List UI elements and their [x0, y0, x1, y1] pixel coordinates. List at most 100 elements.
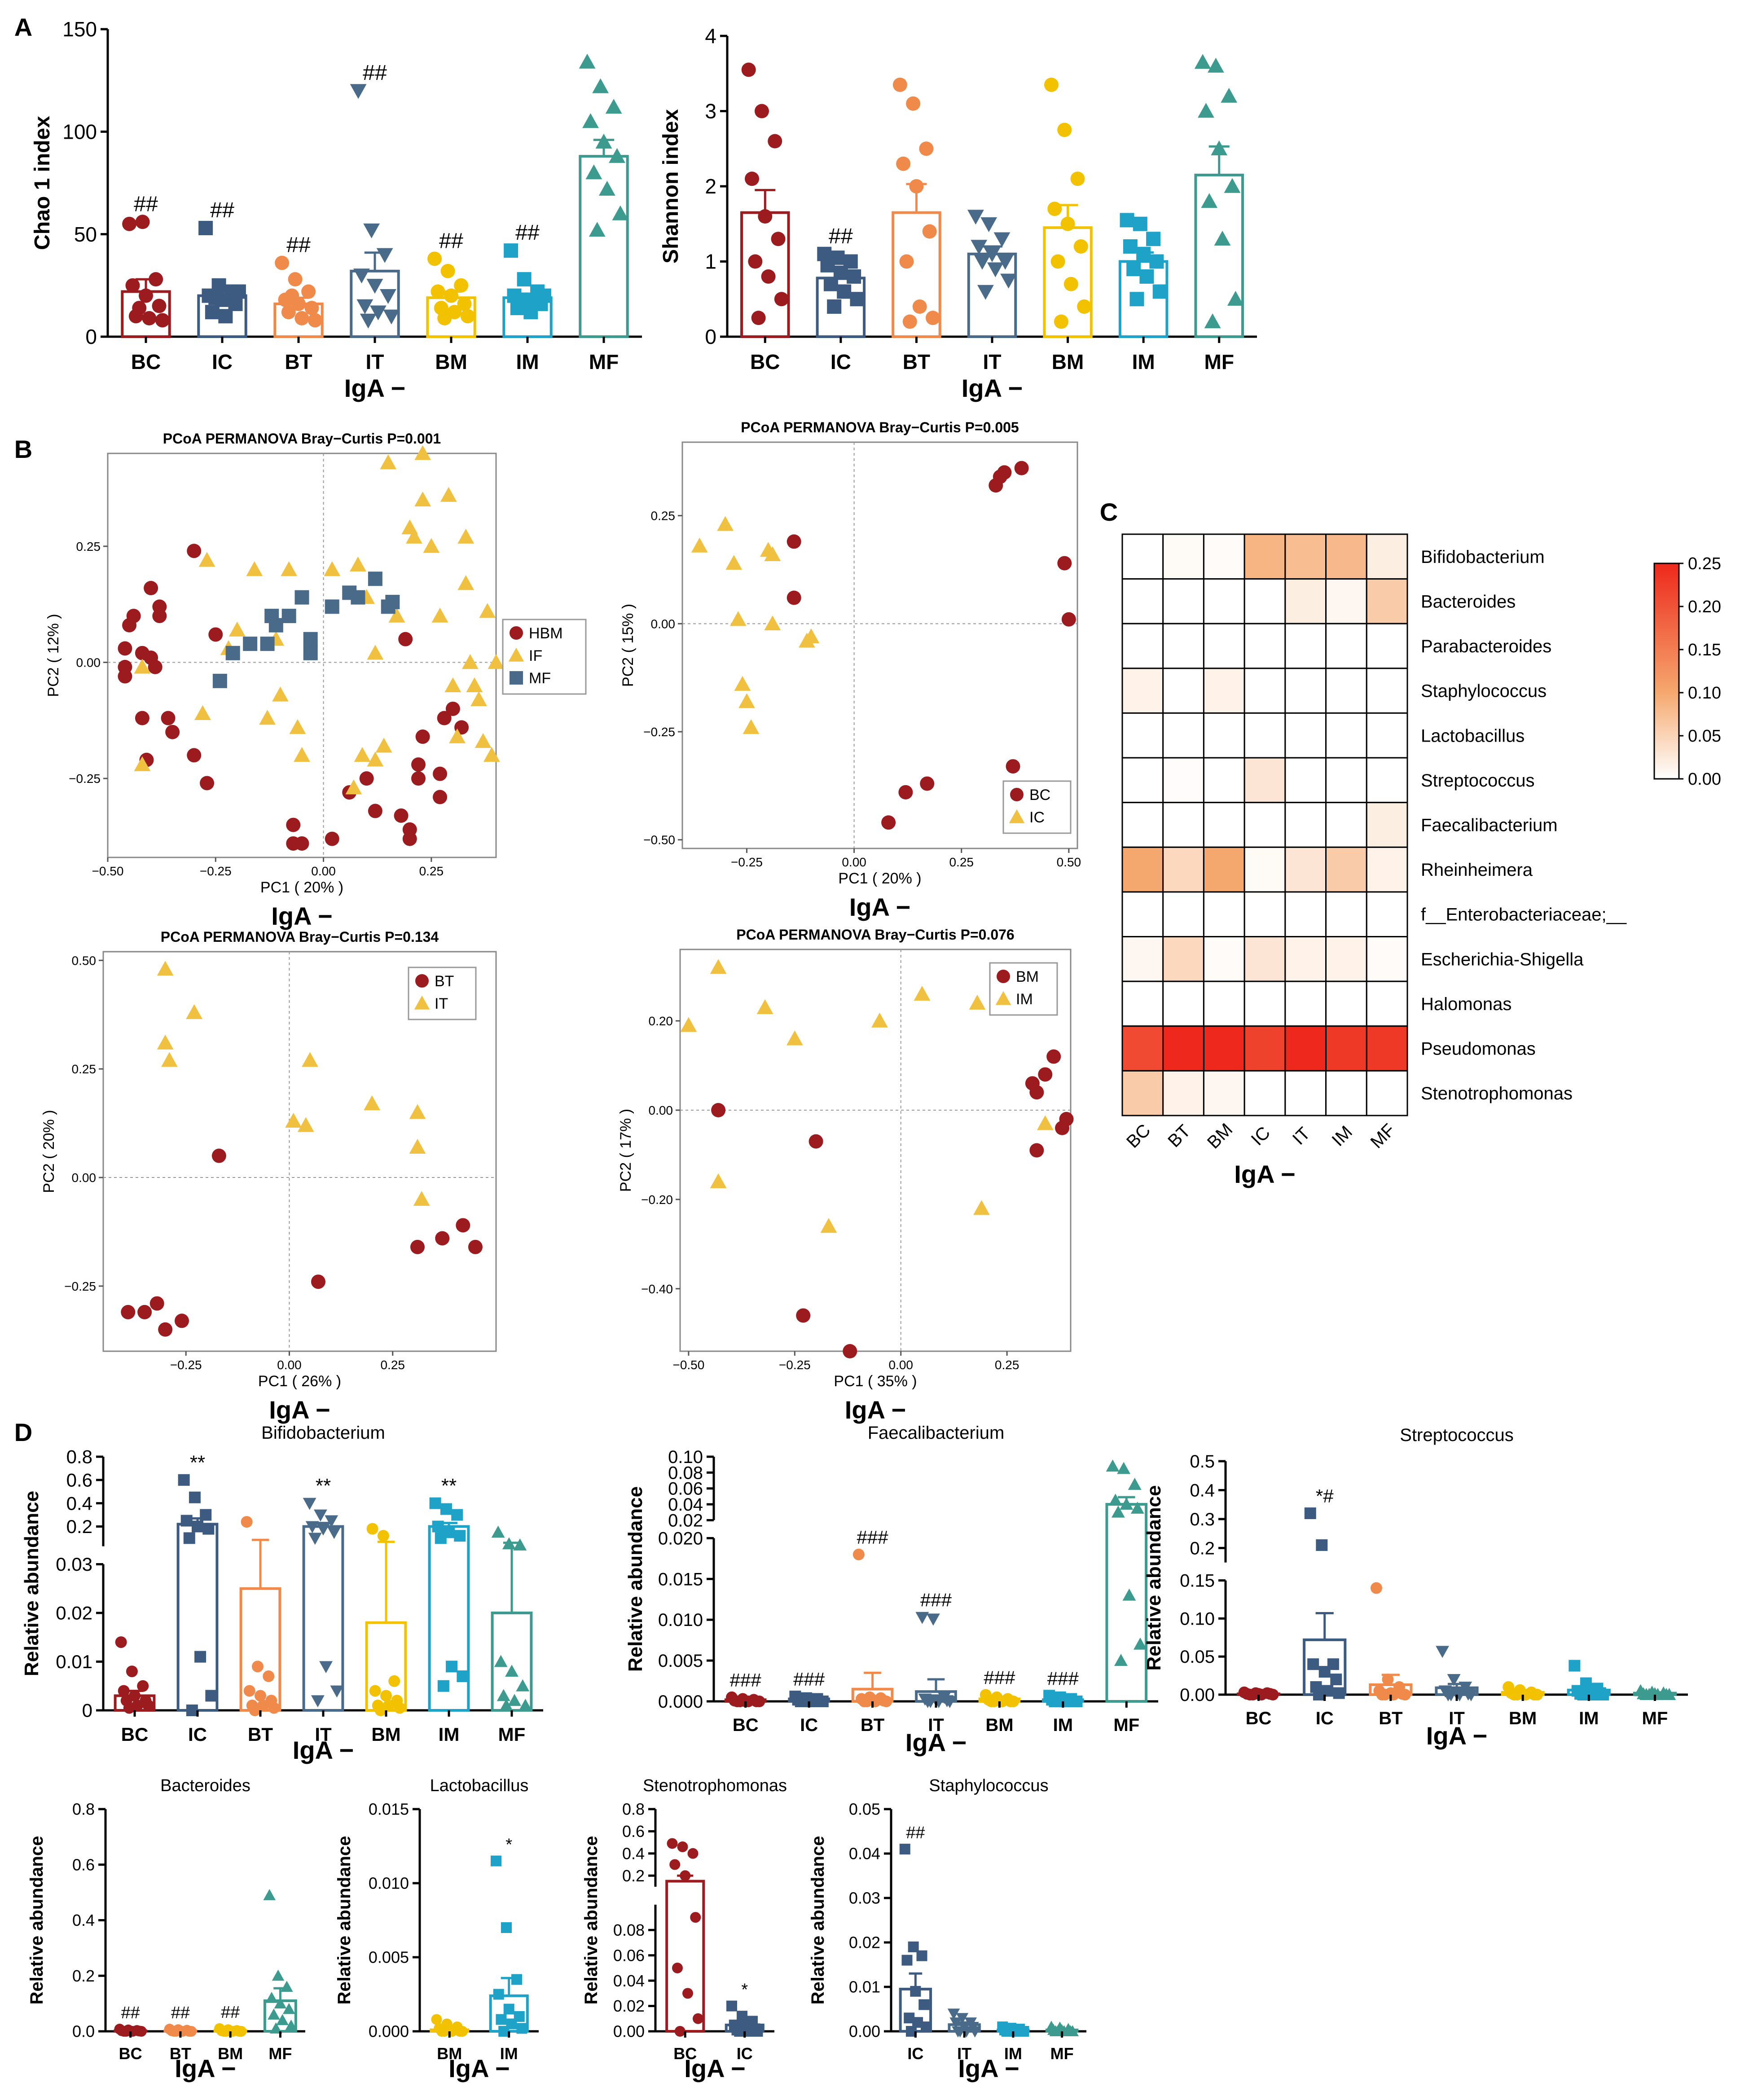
y-tick-label: 0.00	[72, 1171, 97, 1185]
x-tick-label-BC: BC	[733, 1715, 759, 1735]
point-IC	[738, 693, 755, 708]
y-tick-label: 0.00	[613, 2022, 645, 2041]
data-point-IT	[1000, 273, 1017, 289]
point-IF	[294, 747, 310, 762]
group-caption: IgA −	[175, 2054, 236, 2082]
heatmap-cell	[1162, 757, 1204, 804]
data-point-BM	[1531, 1689, 1543, 1700]
point-HBM	[294, 836, 309, 851]
x-tick-label-IC: IC	[1316, 1709, 1334, 1728]
y-tick-label: 0.005	[658, 1651, 703, 1671]
data-point-MF	[1106, 1459, 1120, 1472]
data-point-MF	[1227, 290, 1244, 306]
y-tick-label: 0.3	[1190, 1510, 1215, 1529]
y-tick-label: 0.000	[658, 1692, 703, 1712]
row-label: Parabacteroides	[1421, 637, 1551, 656]
colorbar-tick-label: 0.05	[1688, 727, 1721, 746]
data-point-BM	[1073, 239, 1088, 254]
data-point-IC	[1333, 1687, 1345, 1699]
data-point-BM	[1063, 277, 1078, 291]
point-IF	[475, 733, 492, 748]
data-point-IC	[231, 284, 246, 299]
data-point-BM	[1057, 123, 1072, 137]
point-MF	[303, 646, 318, 660]
y-tick-label: 0.00	[651, 617, 676, 631]
point-IF	[198, 552, 215, 567]
heatmap-cell	[1284, 1070, 1327, 1116]
data-point-BT	[922, 224, 937, 239]
heatmap-cell	[1284, 757, 1327, 804]
x-tick-label-IC: IC	[830, 350, 851, 373]
bar-BC	[665, 1880, 705, 2033]
data-point-IT	[308, 1533, 322, 1545]
bar-MF	[1105, 1503, 1148, 1703]
data-point-IC	[734, 2026, 745, 2037]
data-point-MF	[1114, 1654, 1128, 1666]
chart-title: Bifidobacterium	[261, 1423, 385, 1443]
heatmap-cell	[1121, 668, 1164, 714]
data-point-IC	[823, 277, 838, 291]
scatter-chart-B4: −0.50 −0.25 0.00 0.25 −0.40 −0.20 0.00 0.20 PCoA…	[617, 927, 1074, 1424]
heatmap-cell	[1121, 936, 1164, 982]
heatmap-cell	[1203, 846, 1245, 893]
point-HBM	[398, 632, 413, 646]
y-tick-label: 0.0	[72, 2022, 95, 2041]
legend-marker-MF	[510, 671, 523, 685]
bar-chart-A2: 0 1 2 3 4 BC IC ## BT IT BM IM MF Shannon index IgA −	[659, 24, 1257, 402]
point-IF	[134, 756, 151, 771]
data-point-IC	[208, 290, 223, 305]
heatmap-cell	[1203, 578, 1245, 624]
y-tick-label: 0.02	[613, 1997, 645, 2015]
data-point-IT	[327, 1527, 341, 1539]
y-tick-label: −0.25	[64, 1279, 96, 1293]
x-tick-label: −0.25	[731, 855, 763, 869]
y-tick-label: 0.6	[72, 1855, 95, 1874]
heatmap-cell	[1366, 1025, 1408, 1072]
x-tick-label-MF: MF	[1204, 350, 1234, 373]
point-BC	[898, 785, 913, 800]
heatmap-cell	[1162, 533, 1204, 580]
y-tick-label: 150	[62, 18, 97, 41]
data-point-BM	[377, 1530, 389, 1542]
x-tick-label: 0.00	[277, 1358, 302, 1372]
x-tick-label-IC: IC	[188, 1724, 207, 1745]
x-tick-label-BC: BC	[673, 2044, 697, 2063]
legend-marker-BT	[415, 974, 429, 988]
point-IF	[457, 575, 475, 590]
point-IT	[413, 1191, 430, 1206]
y-axis-label: PC2 ( 20% )	[40, 1110, 57, 1193]
x-tick-label-IC: IC	[800, 1715, 818, 1735]
x-tick-label-IT: IT	[366, 350, 384, 373]
point-IF	[272, 686, 289, 702]
scatter-chart-B1: −0.50 −0.25 0.00 0.25 −0.25 0.00 0.25 PCoA PERM…	[45, 431, 587, 930]
y-tick-label: 0.015	[658, 1569, 703, 1589]
point-HBM	[148, 659, 163, 674]
data-point-IT	[915, 1612, 929, 1624]
heatmap-cell	[1325, 936, 1367, 982]
data-point-BC	[690, 1912, 701, 1923]
point-IF	[367, 645, 384, 660]
x-tick-label-BC: BC	[750, 350, 780, 373]
data-point-IM	[1577, 1689, 1589, 1700]
point-IT	[186, 1004, 203, 1019]
significance-mark-BM: ##	[439, 228, 463, 253]
data-point-IM	[1146, 232, 1161, 246]
x-tick-label: 0.00	[311, 864, 336, 878]
bar-MF	[579, 155, 629, 338]
data-point-BT	[892, 77, 907, 92]
data-point-IT	[943, 1696, 957, 1708]
data-point-IM	[536, 288, 551, 303]
data-point-MF	[268, 2008, 280, 2020]
row-label: Halomonas	[1421, 994, 1512, 1014]
data-point-IC	[910, 1986, 921, 1997]
point-HBM	[368, 804, 382, 818]
heatmap-cell	[1203, 757, 1245, 804]
data-point-BT	[186, 2026, 197, 2037]
legend: BM IM	[989, 962, 1058, 1016]
y-tick-label: 0.02	[668, 1511, 703, 1530]
point-IM	[710, 1173, 727, 1188]
row-label: Staphylococcus	[1421, 681, 1547, 701]
data-point-IM	[457, 1670, 469, 1683]
data-point-MF	[499, 1699, 513, 1711]
point-BC	[1006, 759, 1020, 774]
